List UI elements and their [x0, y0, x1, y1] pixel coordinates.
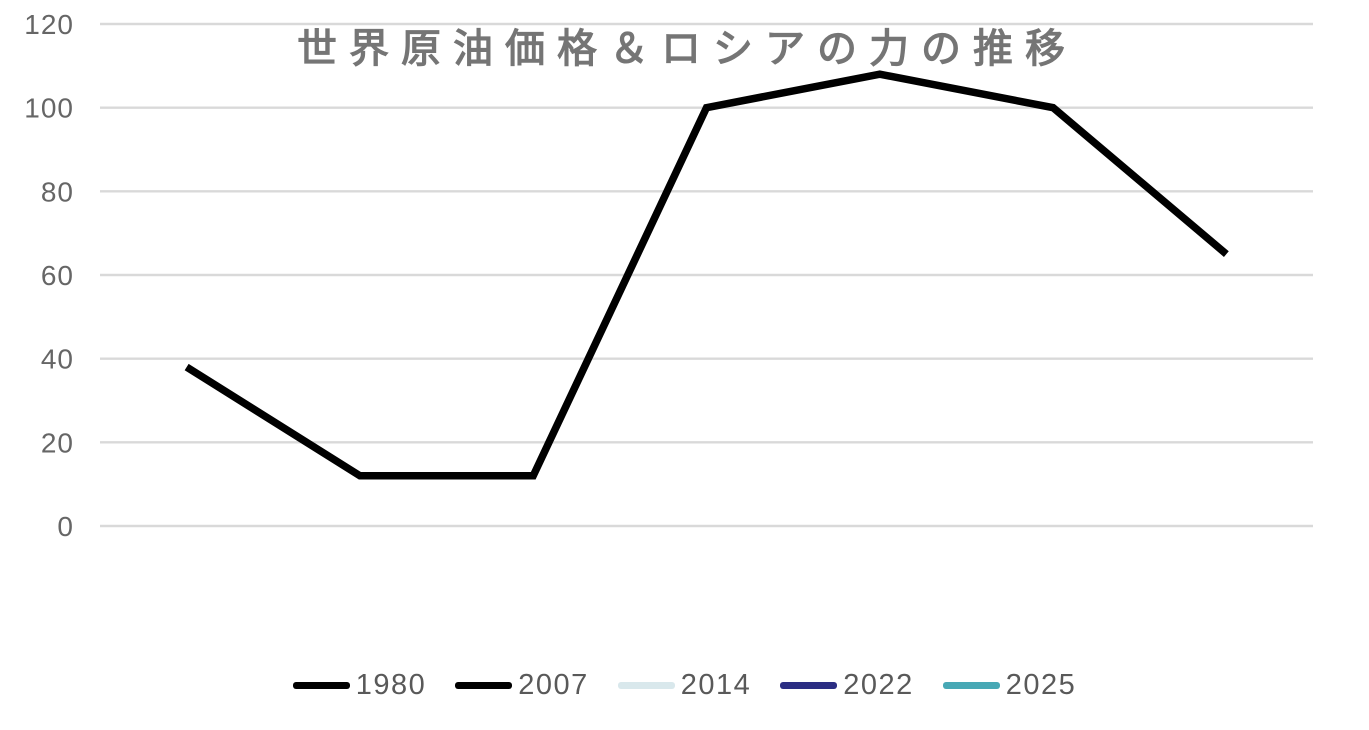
y-axis-tick-label: 20	[41, 427, 74, 458]
chart-legend: 1980 2007 2014 2022 2025	[0, 671, 1369, 700]
legend-line-marker-2025	[942, 682, 1000, 689]
legend-label-1980: 1980	[355, 669, 427, 701]
legend-label-2014: 2014	[680, 669, 752, 701]
y-axis-tick-label: 60	[41, 260, 74, 291]
legend-line-marker-1980	[292, 682, 350, 689]
y-axis-tick-label: 80	[41, 176, 74, 207]
legend-item-2007: 2007	[455, 671, 589, 700]
legend-item-2014: 2014	[617, 669, 752, 701]
legend-item-1980: 1980	[292, 669, 427, 701]
y-axis-labels-group: 0 20 40 60 80 100 120	[24, 9, 74, 542]
legend-label-2007: 2007	[518, 669, 589, 701]
y-axis-tick-label: 100	[24, 93, 74, 124]
legend-label-2025: 2025	[1005, 669, 1077, 701]
legend-line-marker-2022	[780, 682, 838, 689]
legend-item-2025: 2025	[942, 669, 1077, 701]
legend-line-marker-2007	[455, 682, 513, 689]
y-axis-tick-label: 0	[57, 511, 74, 542]
chart-title: 世界原油価格＆ロシアの力の推移	[297, 27, 1077, 71]
gridlines-group	[100, 22, 1313, 528]
series-lines-group	[184, 70, 1229, 480]
legend-line-marker-2014	[617, 682, 675, 689]
series-line-oil-price-line	[184, 70, 1229, 480]
y-axis-tick-label: 120	[24, 9, 74, 40]
legend-label-2022: 2022	[843, 669, 914, 701]
legend-item-2022: 2022	[780, 671, 914, 700]
y-axis-tick-label: 40	[41, 344, 74, 375]
